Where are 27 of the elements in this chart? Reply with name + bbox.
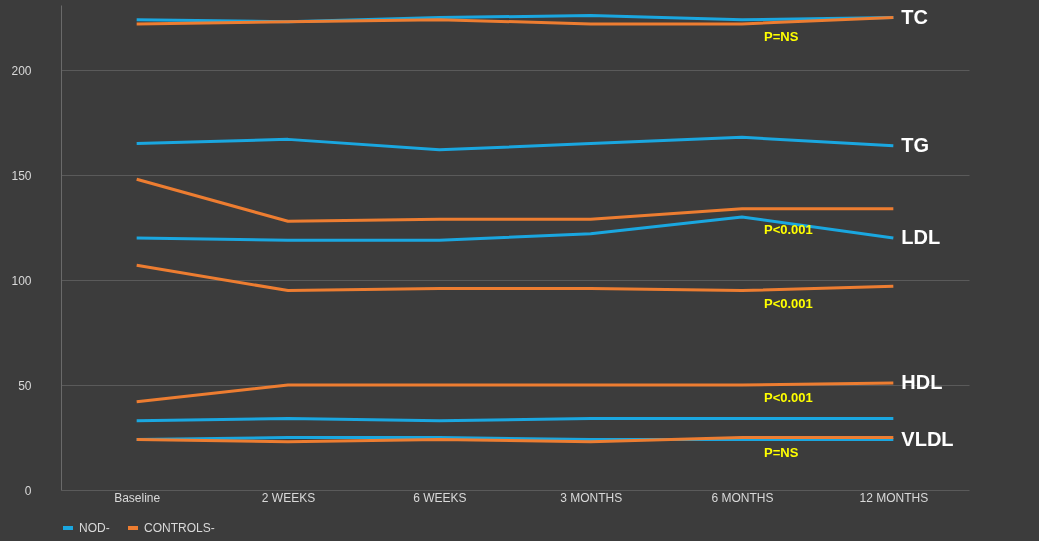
legend-label: NOD- xyxy=(79,521,110,535)
annotation: P=NS xyxy=(764,444,799,460)
y-tick-label: 100 xyxy=(11,273,32,288)
x-tick-label: 3 MONTHS xyxy=(560,490,623,505)
annotation: VLDL xyxy=(901,427,954,450)
x-tick-label: 2 WEEKS xyxy=(261,490,316,505)
annotation: P<0.001 xyxy=(764,295,813,311)
y-tick-label: 150 xyxy=(11,168,32,183)
line-series xyxy=(135,135,895,152)
annotation: LDL xyxy=(901,226,941,249)
annotation: P=NS xyxy=(764,28,799,44)
x-tick-label: 6 MONTHS xyxy=(711,490,774,505)
annotation: TG xyxy=(901,133,930,156)
x-tick-label: Baseline xyxy=(114,490,161,505)
y-tick-label: 200 xyxy=(11,63,32,78)
annotation: HDL xyxy=(901,370,943,393)
annotation: TC xyxy=(901,5,929,28)
line-series xyxy=(135,215,895,242)
annotation: P<0.001 xyxy=(764,222,813,238)
y-tick-label: 0 xyxy=(24,483,32,498)
line-series xyxy=(135,177,895,223)
x-tick-label: 6 WEEKS xyxy=(413,490,467,505)
y-tick-label: 50 xyxy=(18,378,32,393)
annotation: P<0.001 xyxy=(764,390,813,406)
x-tick-label: 12 MONTHS xyxy=(859,490,929,505)
line-series xyxy=(135,263,895,293)
legend-label: CONTROLS- xyxy=(144,521,215,535)
